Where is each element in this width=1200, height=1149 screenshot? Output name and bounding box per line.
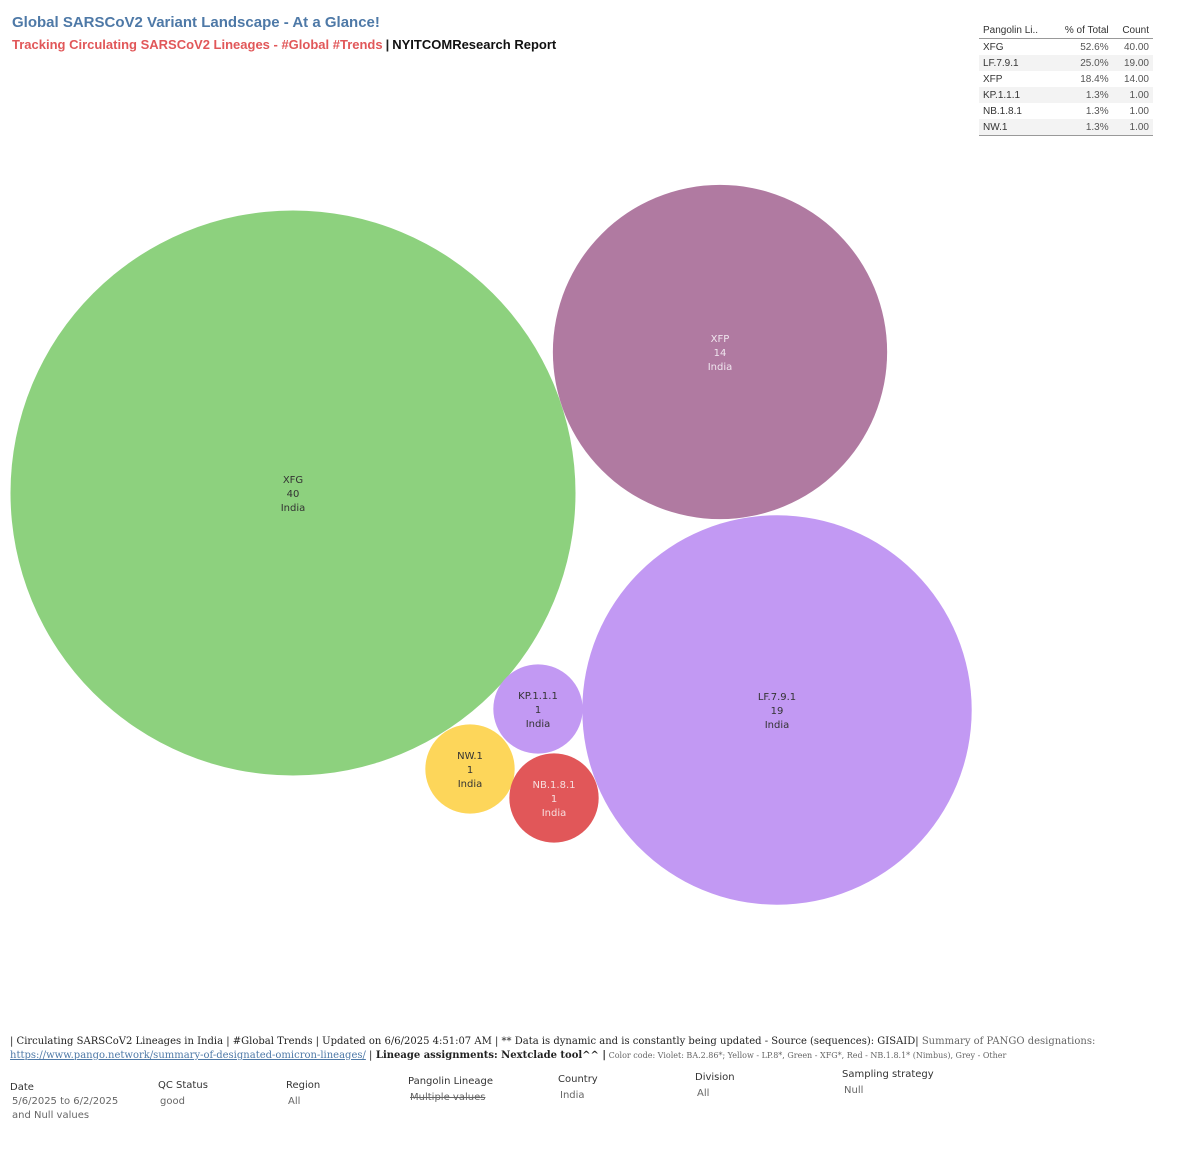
cell-percent: 1.3% bbox=[1052, 119, 1113, 136]
cell-lineage: NB.1.8.1 bbox=[979, 103, 1053, 119]
filter-pangolin-lineage[interactable]: Pangolin Lineage Multiple values bbox=[408, 1076, 493, 1105]
cell-percent: 52.6% bbox=[1052, 38, 1113, 55]
cell-lineage: NW.1 bbox=[979, 119, 1053, 136]
filter-sampling-strategy[interactable]: Sampling strategy Null bbox=[842, 1069, 934, 1098]
bubble-label-count: 19 bbox=[771, 706, 784, 717]
footer-nextclade-note: Lineage assignments: Nextclade tool^^ | bbox=[372, 1050, 607, 1061]
table-row[interactable]: NB.1.8.1 1.3% 1.00 bbox=[979, 103, 1153, 119]
bubble-circle[interactable] bbox=[582, 515, 972, 905]
footer-notes: | Circulating SARSCoV2 Lineages in India… bbox=[10, 1035, 1190, 1063]
page-title: Global SARSCoV2 Variant Landscape - At a… bbox=[12, 14, 380, 31]
filter-qc-status[interactable]: QC Status good bbox=[158, 1080, 208, 1109]
cell-lineage: KP.1.1.1 bbox=[979, 87, 1053, 103]
cell-count: 1.00 bbox=[1112, 87, 1153, 103]
column-header-percent[interactable]: % of Total bbox=[1052, 22, 1113, 39]
bubble-label-count: 40 bbox=[287, 489, 300, 500]
filter-division[interactable]: Division All bbox=[695, 1072, 735, 1101]
pango-link[interactable]: https://www.pango.network/summary-of-des… bbox=[10, 1050, 366, 1061]
bubble-label-count: 1 bbox=[467, 765, 473, 776]
cell-count: 1.00 bbox=[1112, 103, 1153, 119]
bubble-chart: XFG40IndiaXFP14IndiaLF.7.9.119IndiaKP.1.… bbox=[10, 184, 972, 905]
bubble-label-country: India bbox=[542, 808, 567, 819]
cell-lineage: XFP bbox=[979, 71, 1053, 87]
bubble-label-country: India bbox=[765, 720, 790, 731]
cell-percent: 18.4% bbox=[1052, 71, 1113, 87]
footer-color-code: Color code: Violet: BA.2.86*; Yellow - L… bbox=[606, 1051, 1007, 1060]
filter-pangolin-lineage-label: Pangolin Lineage bbox=[408, 1076, 494, 1087]
bubble-circle[interactable] bbox=[552, 184, 888, 520]
bubble-label-country: India bbox=[526, 719, 551, 730]
bubble-xfp[interactable]: XFP 14 India bbox=[552, 184, 888, 520]
subtitle-tracking: Tracking Circulating SARSCoV2 Lineages -… bbox=[12, 37, 383, 52]
filter-country-value[interactable]: India bbox=[560, 1090, 585, 1101]
table-row[interactable]: XFG 52.6% 40.00 bbox=[979, 38, 1153, 55]
bubble-circle[interactable] bbox=[10, 210, 576, 776]
filter-date[interactable]: Date 5/6/2025 to 6/2/2025 and Null value… bbox=[10, 1082, 118, 1123]
bubble-lf-7-9-1[interactable]: LF.7.9.1 19 India bbox=[582, 515, 972, 905]
summary-table: Pangolin Li.. % of Total Count XFG 52.6%… bbox=[979, 22, 1153, 136]
bubble-label-count: 1 bbox=[535, 705, 541, 716]
bubble-label-count: 14 bbox=[714, 348, 727, 359]
bubble-label-count: 1 bbox=[551, 794, 557, 805]
filter-country[interactable]: Country India bbox=[558, 1074, 598, 1103]
subtitle-report: NYITCOMResearch Report bbox=[392, 37, 557, 52]
table-row[interactable]: LF.7.9.1 25.0% 19.00 bbox=[979, 55, 1153, 71]
column-header-lineage[interactable]: Pangolin Li.. bbox=[979, 22, 1053, 39]
cell-percent: 1.3% bbox=[1052, 103, 1113, 119]
filter-division-label: Division bbox=[695, 1072, 735, 1083]
footer-pango-summary: Summary of PANGO designations: bbox=[918, 1036, 1096, 1047]
bubble-circle[interactable] bbox=[509, 753, 599, 843]
cell-percent: 25.0% bbox=[1052, 55, 1113, 71]
cell-lineage: XFG bbox=[979, 38, 1053, 55]
bubble-label-lineage: XFG bbox=[283, 475, 303, 486]
filter-sampling-strategy-label: Sampling strategy bbox=[842, 1069, 934, 1080]
table-row[interactable]: KP.1.1.1 1.3% 1.00 bbox=[979, 87, 1153, 103]
filter-division-value[interactable]: All bbox=[697, 1088, 710, 1099]
bubble-label-country: India bbox=[281, 503, 306, 514]
cell-count: 19.00 bbox=[1112, 55, 1153, 71]
bubble-nb-1-8-1[interactable]: NB.1.8.1 1 India bbox=[509, 753, 599, 843]
page-subtitle: Tracking Circulating SARSCoV2 Lineages -… bbox=[12, 37, 556, 52]
table-row[interactable]: NW.1 1.3% 1.00 bbox=[979, 119, 1153, 136]
filter-sampling-strategy-value[interactable]: Null bbox=[844, 1085, 864, 1096]
bubble-label-lineage: NB.1.8.1 bbox=[533, 780, 576, 791]
filter-date-value[interactable]: 5/6/2025 to 6/2/2025 bbox=[12, 1096, 119, 1107]
bubble-xfg[interactable]: XFG 40 India bbox=[10, 210, 576, 776]
column-header-count[interactable]: Count bbox=[1112, 22, 1153, 39]
filter-pangolin-lineage-value[interactable]: Multiple values bbox=[410, 1092, 486, 1103]
table-row[interactable]: XFP 18.4% 14.00 bbox=[979, 71, 1153, 87]
filter-region-label: Region bbox=[286, 1080, 321, 1091]
filter-qc-status-value[interactable]: good bbox=[160, 1096, 185, 1107]
bubble-label-lineage: LF.7.9.1 bbox=[758, 692, 796, 703]
cell-count: 1.00 bbox=[1112, 119, 1153, 136]
cell-count: 14.00 bbox=[1112, 71, 1153, 87]
summary-table-header: Pangolin Li.. % of Total Count bbox=[979, 22, 1153, 39]
filter-qc-status-label: QC Status bbox=[158, 1080, 208, 1091]
footer-link-separator: | bbox=[365, 1050, 373, 1061]
bubble-label-lineage: NW.1 bbox=[457, 751, 483, 762]
footer-update-note: | Circulating SARSCoV2 Lineages in India… bbox=[10, 1036, 919, 1047]
bubble-kp-1-1-1[interactable]: KP.1.1.1 1 India bbox=[493, 664, 583, 754]
filter-region-value[interactable]: All bbox=[288, 1096, 301, 1107]
filter-date-label: Date bbox=[10, 1082, 34, 1093]
cell-percent: 1.3% bbox=[1052, 87, 1113, 103]
bubble-circle[interactable] bbox=[493, 664, 583, 754]
bubble-label-lineage: XFP bbox=[711, 334, 730, 345]
filter-country-label: Country bbox=[558, 1074, 598, 1085]
subtitle-separator: | bbox=[385, 37, 390, 52]
bubble-circle[interactable] bbox=[425, 724, 515, 814]
filter-region[interactable]: Region All bbox=[286, 1080, 320, 1109]
bubble-label-lineage: KP.1.1.1 bbox=[518, 691, 558, 702]
cell-lineage: LF.7.9.1 bbox=[979, 55, 1053, 71]
bubble-nw-1[interactable]: NW.1 1 India bbox=[425, 724, 515, 814]
filter-date-null[interactable]: and Null values bbox=[12, 1110, 90, 1121]
bubble-label-country: India bbox=[458, 779, 483, 790]
cell-count: 40.00 bbox=[1112, 38, 1153, 55]
bubble-label-country: India bbox=[708, 362, 733, 373]
